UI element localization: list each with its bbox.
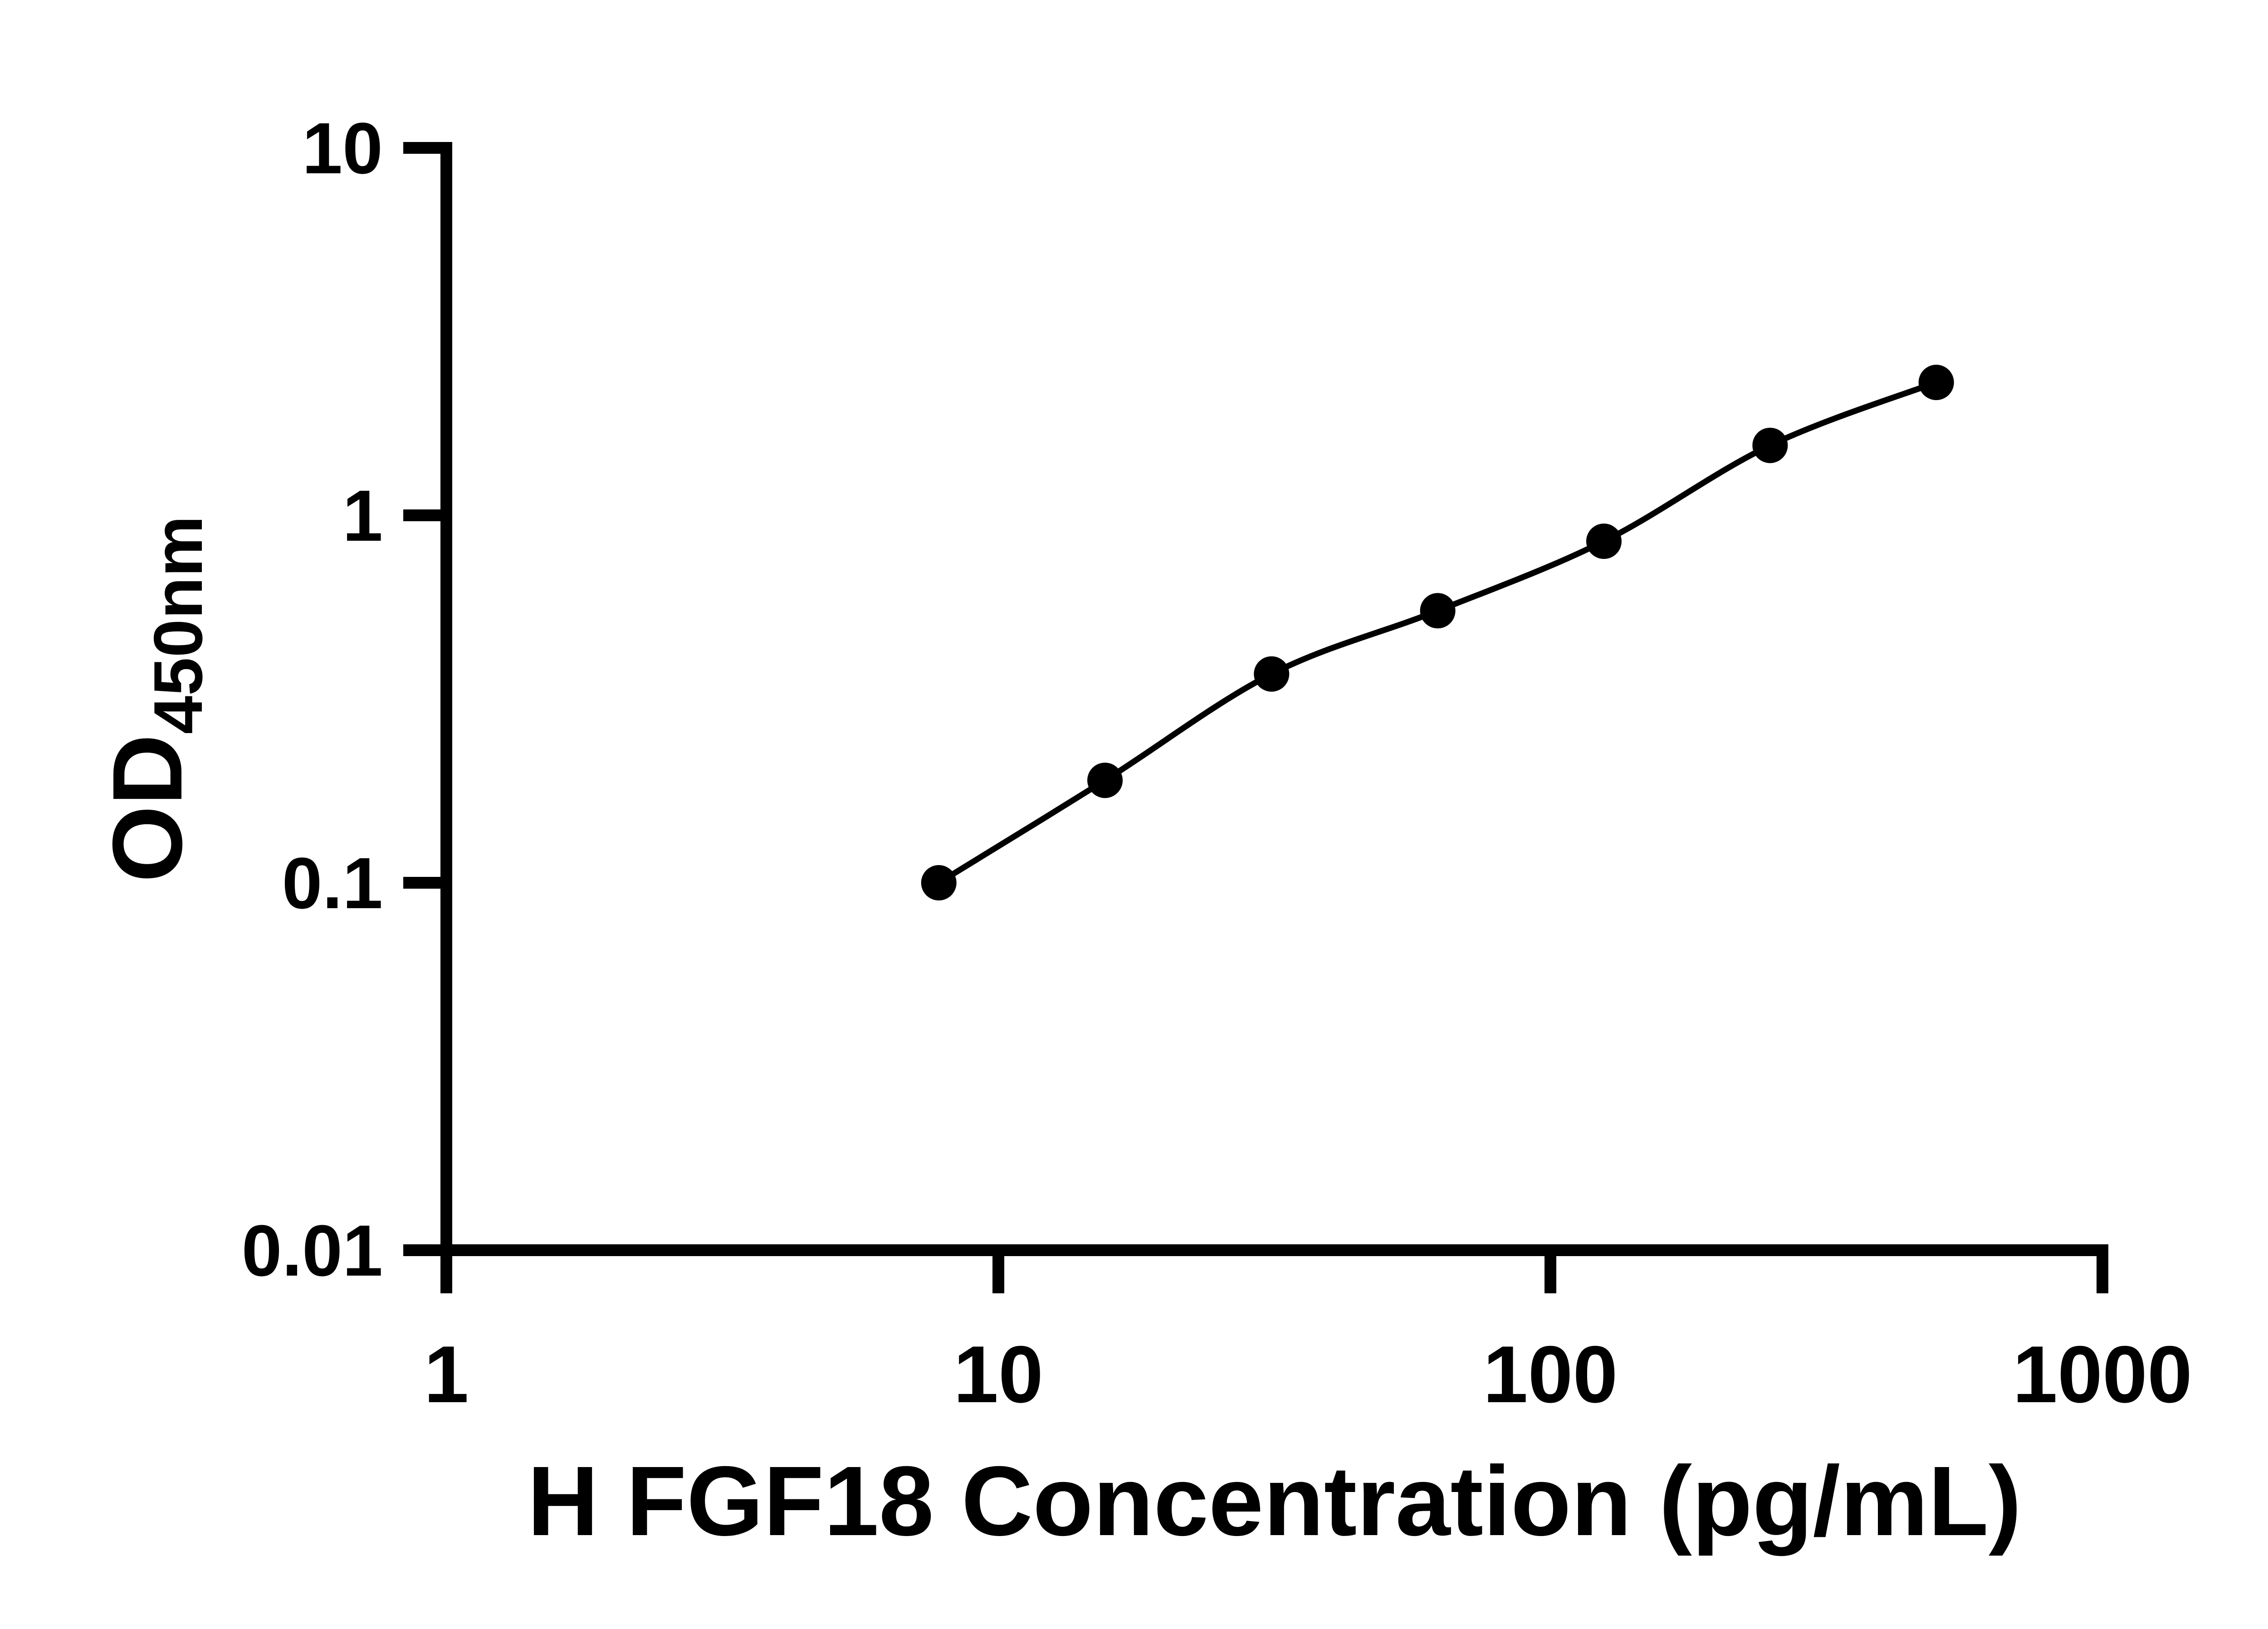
y-tick-label: 10 (302, 108, 383, 189)
data-point (1254, 656, 1290, 692)
data-point (1752, 427, 1788, 463)
data-point (1087, 763, 1123, 798)
data-point (1420, 593, 1456, 629)
y-tick-label: 1 (342, 475, 383, 556)
y-axis-title: OD450nm (93, 516, 217, 883)
x-axis-title: H FGF18 Concentration (pg/mL) (527, 1446, 2021, 1556)
y-axis-title-subscript: 450nm (140, 516, 217, 734)
x-tick-label: 1000 (2013, 1329, 2192, 1419)
data-point (1586, 523, 1622, 559)
x-tick-label: 10 (953, 1329, 1043, 1419)
y-tick-label: 0.1 (282, 842, 383, 924)
x-tick-label: 1 (424, 1329, 469, 1419)
y-tick-label: 0.01 (242, 1210, 383, 1291)
x-tick-label: 100 (1483, 1329, 1618, 1419)
data-point (1918, 365, 1954, 401)
data-point (921, 865, 957, 900)
y-axis-title-main: OD (93, 734, 203, 882)
